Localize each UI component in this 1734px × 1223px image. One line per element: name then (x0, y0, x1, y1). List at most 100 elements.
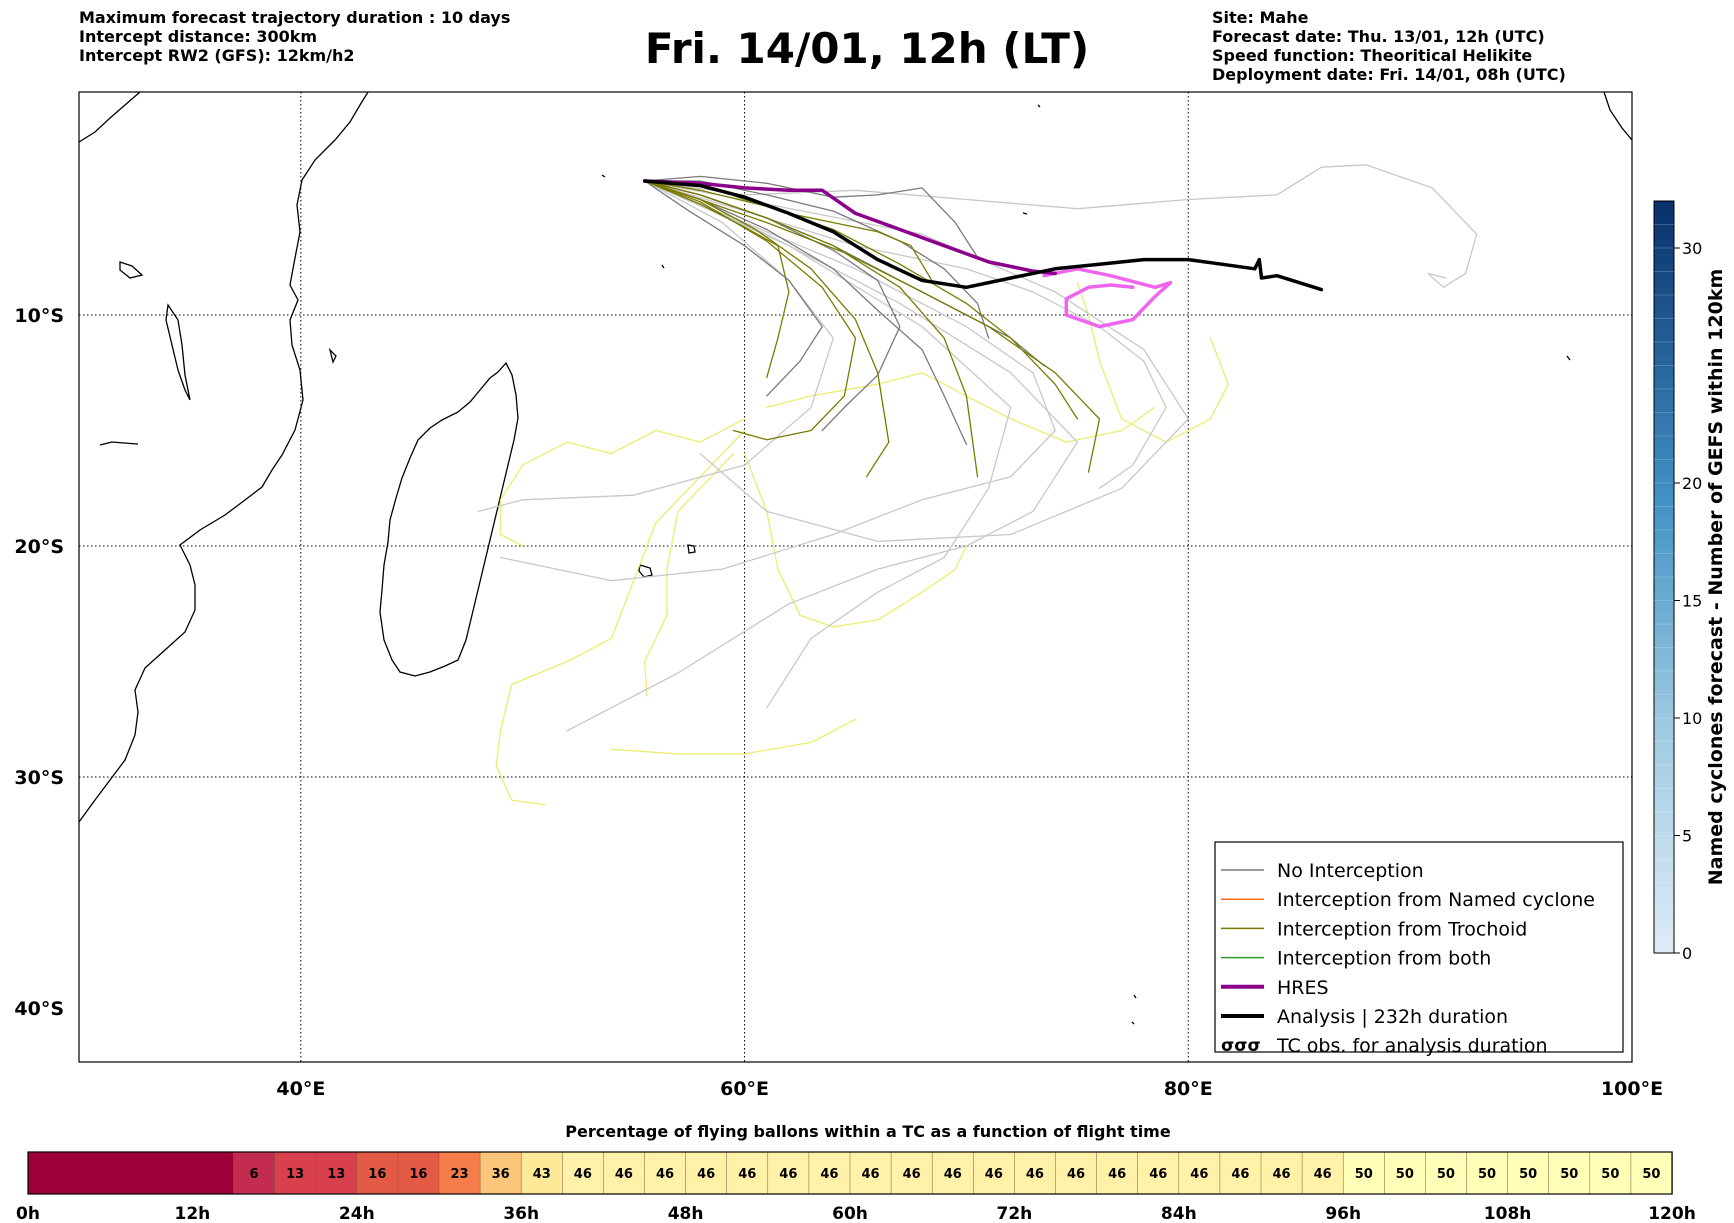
flight-time-value-35: 50 (1478, 1167, 1496, 1182)
trajectory-5 (644, 180, 968, 446)
flight-time-value-32: 50 (1355, 1167, 1373, 1182)
trajectory-11 (644, 180, 890, 478)
flight-time-value-20: 46 (862, 1167, 880, 1182)
flight-time-cell-5 (233, 1151, 276, 1195)
arabia-coastline (79, 92, 141, 143)
flight-time-cell-15 (644, 1151, 687, 1195)
flight-time-value-33: 50 (1396, 1167, 1414, 1182)
flight-time-value-16: 46 (697, 1167, 715, 1182)
flight-time-value-29: 46 (1231, 1167, 1249, 1182)
flight-time-cell-33 (1384, 1151, 1427, 1195)
trajectory-0 (642, 179, 1324, 292)
flight-time-cell-28 (1178, 1151, 1221, 1195)
trajectory-6 (644, 180, 1045, 367)
legend-label-1: Interception from Named cyclone (1277, 889, 1595, 911)
flight-time-value-18: 46 (779, 1167, 797, 1182)
flight-time-cell-26 (1096, 1151, 1139, 1195)
colorbar-tick-label-2: 10 (1682, 709, 1702, 728)
lat-label-3: 40°S (14, 998, 64, 1020)
flight-time-cell-37 (1548, 1151, 1591, 1195)
trajectory-lines (477, 164, 1478, 806)
flight-time-label-9: 108h (1484, 1204, 1532, 1223)
flight-time-value-19: 46 (820, 1167, 838, 1182)
intercept-distance-text: Intercept distance: 300km (79, 27, 318, 46)
longitude-labels: 40°E 60°E 80°E 100°E (276, 1078, 1663, 1100)
flight-time-label-1: 12h (175, 1204, 211, 1223)
colorbar-tick-label-0: 0 (1682, 944, 1692, 963)
flight-time-value-9: 16 (409, 1167, 427, 1182)
legend-label-0: No Interception (1277, 860, 1424, 882)
mascarene-dots (601, 92, 1632, 1025)
flight-time-cell-32 (1342, 1151, 1386, 1195)
forecast-date-text: Forecast date: Thu. 13/01, 12h (UTC) (1212, 27, 1545, 46)
cyclone-colorbar: 0 5 10 15 20 30 Named cyclones forecast - Num… (1653, 200, 1727, 963)
flight-time-value-12: 43 (533, 1167, 551, 1182)
flight-time-value-6: 13 (286, 1167, 304, 1182)
flight-time-cell-7 (315, 1151, 358, 1195)
flight-time-cell-35 (1466, 1151, 1509, 1195)
flight-time-percentage-bar: 6 13 13 16 16 23 36 43 46 46 46 46 46 46 46 46 46 46 46 46 4… (27, 1151, 1673, 1195)
flight-time-cell-0 (28, 1152, 70, 1194)
mauritius-coastline (638, 564, 653, 578)
flight-time-value-17: 46 (738, 1167, 756, 1182)
flight-time-cell-19 (808, 1151, 851, 1195)
colorbar-tick-label-1: 5 (1682, 827, 1692, 846)
flight-time-label-10: 120h (1648, 1204, 1696, 1223)
africa-coastline (79, 92, 369, 823)
flight-time-value-11: 36 (492, 1167, 510, 1182)
flight-time-cell-36 (1507, 1151, 1550, 1195)
flight-time-value-13: 46 (574, 1167, 592, 1182)
flight-time-value-36: 50 (1519, 1167, 1537, 1182)
flight-time-cell-13 (562, 1151, 605, 1195)
lat-label-2: 30°S (14, 767, 64, 789)
intercept-rw2-text: Intercept RW2 (GFS): 12km/h2 (79, 46, 355, 65)
legend-symbol-6: σσσ (1221, 1036, 1261, 1056)
lon-label-0: 40°E (276, 1078, 325, 1100)
flight-time-value-25: 46 (1067, 1167, 1085, 1182)
trajectory-1 (642, 179, 1057, 276)
flight-time-value-34: 50 (1437, 1167, 1455, 1182)
reunion-coastline (687, 544, 696, 554)
latitude-labels: 10°S 20°S 30°S 40°S (14, 305, 64, 1020)
legend: No Interception Interception from Named c… (1214, 841, 1624, 1057)
trajectory-23 (499, 418, 746, 547)
flight-time-cell-20 (849, 1151, 892, 1195)
trajectory-16 (644, 164, 1478, 288)
flight-time-value-8: 16 (368, 1167, 386, 1182)
trajectory-9 (644, 180, 1079, 420)
flight-time-value-23: 46 (985, 1167, 1003, 1182)
flight-time-cell-1 (69, 1152, 111, 1194)
legend-label-3: Interception from both (1277, 948, 1491, 970)
flight-time-label-8: 96h (1325, 1204, 1361, 1223)
flight-time-value-22: 46 (944, 1167, 962, 1182)
flight-time-value-37: 50 (1560, 1167, 1578, 1182)
flight-time-label-2: 24h (339, 1204, 375, 1223)
madagascar-coastline (379, 361, 519, 677)
flight-time-value-26: 46 (1108, 1167, 1126, 1182)
colorbar-label: Named cyclones forecast - Number of GEFS… (1705, 269, 1727, 886)
max-duration-text: Maximum forecast trajectory duration : 1… (79, 8, 511, 27)
trajectory-12 (644, 180, 857, 441)
flight-time-cell-38 (1589, 1151, 1632, 1195)
site-text: Site: Mahe (1212, 8, 1309, 27)
colorbar-tick-label-3: 15 (1682, 592, 1702, 611)
flight-time-value-7: 13 (327, 1167, 345, 1182)
lat-label-0: 10°S (14, 305, 64, 327)
trajectory-15 (644, 180, 790, 379)
colorbar-fill (1653, 200, 1675, 954)
colorbar-tick-label-5: 30 (1682, 239, 1702, 258)
flight-time-cell-24 (1014, 1151, 1057, 1195)
trajectory-26 (743, 452, 968, 628)
flight-time-value-30: 46 (1273, 1167, 1291, 1182)
trajectory-29 (610, 718, 857, 755)
chart-title: Fri. 14/01, 12h (LT) (644, 24, 1090, 73)
trajectory-2 (1042, 267, 1173, 329)
flight-time-label-0: 0h (16, 1204, 40, 1223)
flight-time-value-10: 23 (451, 1167, 469, 1182)
speed-function-text: Speed function: Theoritical Helikite (1212, 46, 1533, 65)
flight-time-label-6: 72h (997, 1204, 1033, 1223)
flight-time-bar-frame (27, 1151, 1673, 1195)
flight-time-bar-title: Percentage of flying ballons within a TC… (565, 1122, 1171, 1141)
legend-label-4: HRES (1277, 977, 1329, 999)
flight-time-value-27: 46 (1149, 1167, 1167, 1182)
